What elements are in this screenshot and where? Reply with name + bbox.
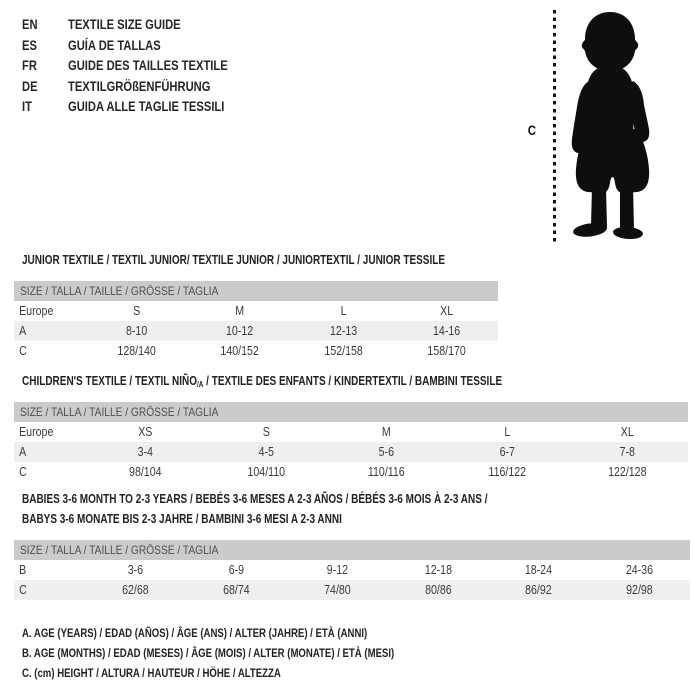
- value-cell: 68/74: [222, 583, 250, 597]
- row-label: Europe: [19, 425, 54, 439]
- value-cell: 12-18: [424, 563, 452, 577]
- size-header-label: SIZE / TALLA / TAILLE / GRÖSSE / TAGLIA: [20, 405, 219, 419]
- children-title-post: / TEXTILE DES ENFANTS / KINDERTEXTIL / B…: [203, 374, 503, 388]
- children-textile-table: SIZE / TALLA / TAILLE / GRÖSSE / TAGLIA …: [14, 402, 688, 482]
- lang-code: IT: [22, 98, 32, 115]
- measure-label-c: C: [527, 123, 537, 138]
- lang-row-fr: FR GUIDE DES TAILLES TEXTILE: [22, 55, 268, 76]
- value-cell: 4-5: [258, 445, 274, 459]
- size-header-bar: SIZE / TALLA / TAILLE / GRÖSSE / TAGLIA: [14, 402, 688, 422]
- lang-row-en: EN TEXTILE SIZE GUIDE: [22, 14, 268, 35]
- height-measure-dashed-line: [553, 10, 556, 243]
- value-cell: 18-24: [525, 563, 553, 577]
- lang-label: TEXTILE SIZE GUIDE: [68, 16, 181, 33]
- table-row: Europe S M L XL: [14, 301, 498, 321]
- size-header-bar: SIZE / TALLA / TAILLE / GRÖSSE / TAGLIA: [14, 281, 498, 301]
- table-row: Europe XS S M L XL: [14, 422, 688, 442]
- lang-label: GUIDE DES TAILLES TEXTILE: [68, 57, 228, 74]
- value-cell: 86/92: [525, 583, 553, 597]
- value-cell: 14-16: [432, 324, 460, 338]
- row-label: C: [19, 344, 27, 358]
- footnotes: A. AGE (YEARS) / EDAD (AÑOS) / ÂGE (ANS)…: [22, 623, 487, 683]
- value-cell: 92/98: [626, 583, 653, 597]
- row-label: C: [19, 465, 27, 479]
- value-cell: 10-12: [226, 324, 254, 338]
- children-table-title: CHILDREN'S TEXTILE / TEXTIL NIÑO/A / TEX…: [22, 371, 502, 395]
- value-cell: 6-9: [228, 563, 244, 577]
- babies-textile-table: SIZE / TALLA / TAILLE / GRÖSSE / TAGLIA …: [14, 540, 690, 600]
- row-label: Europe: [19, 304, 54, 318]
- value-cell: S: [133, 304, 141, 318]
- value-cell: 110/116: [368, 465, 405, 479]
- value-cell: XS: [138, 425, 153, 439]
- value-cell: M: [382, 425, 391, 439]
- lang-row-es: ES GUÍA DE TALLAS: [22, 35, 268, 56]
- value-cell: 5-6: [378, 445, 395, 459]
- lang-row-de: DE TEXTILGRÖßENFÜHRUNG: [22, 76, 268, 97]
- children-title-subscript: /A: [196, 380, 204, 389]
- toddler-silhouette-icon: [571, 12, 650, 239]
- babies-title-line1: BABIES 3-6 MONTH TO 2-3 YEARS / BEBÉS 3-…: [22, 492, 488, 506]
- lang-label: GUÍA DE TALLAS: [68, 36, 161, 53]
- value-cell: 122/128: [608, 465, 647, 479]
- value-cell: S: [262, 425, 270, 439]
- table-row: A 3-4 4-5 5-6 6-7 7-8: [14, 442, 688, 462]
- value-cell: XL: [621, 425, 635, 439]
- junior-table-title: JUNIOR TEXTILE / TEXTIL JUNIOR/ TEXTILE …: [22, 253, 446, 267]
- value-cell: 128/140: [117, 344, 156, 358]
- value-cell: L: [340, 304, 347, 318]
- table-row: A 8-10 10-12 12-13 14-16: [14, 321, 498, 341]
- value-cell: 6-7: [499, 445, 515, 459]
- lang-label: GUIDA ALLE TAGLIE TESSILI: [68, 98, 225, 115]
- size-header-bar: SIZE / TALLA / TAILLE / GRÖSSE / TAGLIA: [14, 540, 690, 560]
- junior-textile-table: SIZE / TALLA / TAILLE / GRÖSSE / TAGLIA …: [14, 281, 498, 361]
- table-row: B 3-6 6-9 9-12 12-18 18-24 24-36: [14, 560, 690, 580]
- row-label: A: [19, 445, 27, 459]
- value-cell: XL: [439, 304, 453, 318]
- babies-table-title: BABIES 3-6 MONTH TO 2-3 YEARS / BEBÉS 3-…: [22, 489, 487, 529]
- table-row: C 62/68 68/74 74/80 80/86 86/92 92/98: [14, 580, 690, 600]
- lang-code: DE: [22, 77, 38, 94]
- size-header-label: SIZE / TALLA / TAILLE / GRÖSSE / TAGLIA: [20, 284, 219, 298]
- value-cell: 8-10: [125, 324, 148, 338]
- value-cell: 24-36: [625, 563, 654, 577]
- value-cell: 3-4: [137, 445, 153, 459]
- footnote-a: A. AGE (YEARS) / EDAD (AÑOS) / ÂGE (ANS)…: [22, 626, 368, 640]
- value-cell: 9-12: [326, 563, 348, 577]
- value-cell: 152/158: [323, 344, 363, 358]
- value-cell: L: [504, 425, 511, 439]
- value-cell: 74/80: [323, 583, 351, 597]
- value-cell: 140/152: [220, 344, 260, 358]
- value-cell: 62/68: [122, 583, 149, 597]
- lang-label: TEXTILGRÖßENFÜHRUNG: [68, 77, 211, 94]
- row-label: A: [19, 324, 27, 338]
- value-cell: 98/104: [129, 465, 162, 479]
- babies-title-line2: BABYS 3-6 MONATE BIS 2-3 JAHRE / BAMBINI…: [22, 512, 342, 526]
- size-header-label: SIZE / TALLA / TAILLE / GRÖSSE / TAGLIA: [20, 543, 219, 557]
- value-cell: M: [235, 304, 245, 318]
- value-cell: 12-13: [329, 324, 357, 338]
- row-label: B: [19, 563, 27, 577]
- children-title-pre: CHILDREN'S TEXTILE / TEXTIL NIÑO: [22, 374, 197, 388]
- lang-code: EN: [22, 16, 38, 33]
- language-title-list: EN TEXTILE SIZE GUIDE ES GUÍA DE TALLAS …: [22, 14, 268, 117]
- table-row: C 98/104 104/110 110/116 116/122 122/128: [14, 462, 688, 482]
- value-cell: 104/110: [247, 465, 285, 479]
- footnote-b: B. AGE (MONTHS) / EDAD (MESES) / ÂGE (MO…: [22, 646, 395, 660]
- value-cell: 116/122: [488, 465, 526, 479]
- lang-code: FR: [22, 57, 37, 74]
- value-cell: 158/170: [427, 344, 466, 358]
- value-cell: 7-8: [619, 445, 636, 459]
- footnote-c: C. (cm) HEIGHT / ALTURA / HAUTEUR / HÖHE…: [22, 666, 281, 680]
- lang-row-it: IT GUIDA ALLE TAGLIE TESSILI: [22, 96, 268, 117]
- lang-code: ES: [22, 36, 37, 53]
- table-row: C 128/140 140/152 152/158 158/170: [14, 341, 498, 361]
- row-label: C: [19, 583, 27, 597]
- value-cell: 3-6: [127, 563, 144, 577]
- value-cell: 80/86: [424, 583, 452, 597]
